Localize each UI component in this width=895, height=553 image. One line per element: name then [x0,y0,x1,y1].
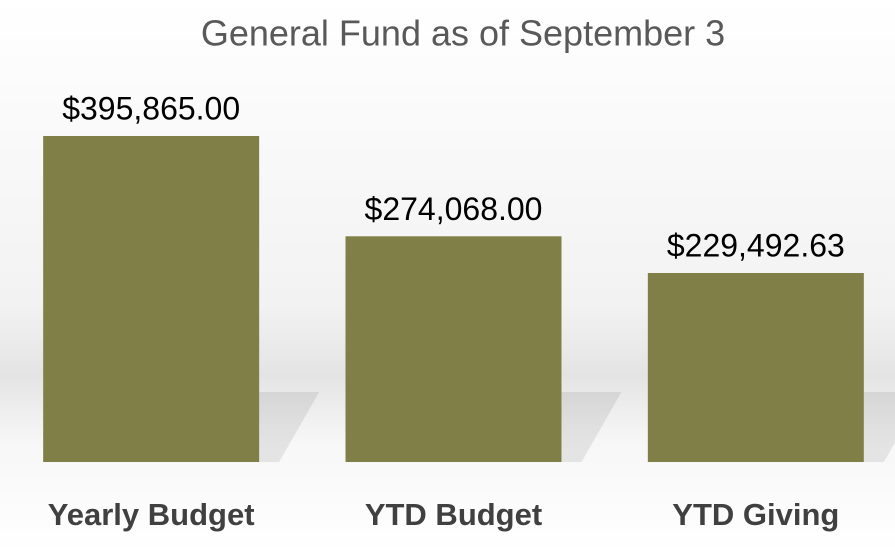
bar [43,136,260,462]
value-label: $395,865.00 [62,90,240,126]
bar-shadow [863,392,895,462]
bar [647,273,864,462]
bar-shadow [561,392,622,462]
x-tick-label: YTD Giving [672,497,839,532]
x-tick-label: Yearly Budget [48,497,255,532]
bar [345,236,562,462]
value-label: $274,068.00 [365,191,543,227]
chart-title: General Fund as of September 3 [201,13,725,54]
value-label: $229,492.63 [667,227,845,263]
bar-shadow [259,392,320,462]
x-tick-label: YTD Budget [365,497,542,532]
